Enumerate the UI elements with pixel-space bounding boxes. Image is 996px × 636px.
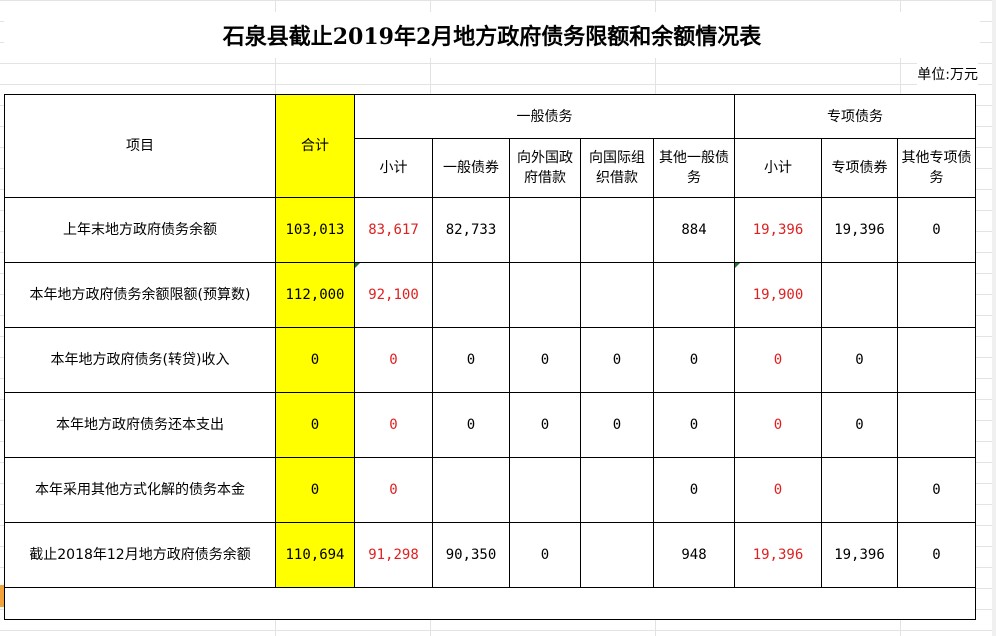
- cell-general-subtotal[interactable]: 83,617: [354, 197, 433, 263]
- cell-intl-org[interactable]: 0: [580, 327, 654, 393]
- cell-intl-org[interactable]: [580, 262, 654, 328]
- cell-intl-org[interactable]: 0: [580, 392, 654, 458]
- cell-total[interactable]: 103,013: [275, 197, 355, 263]
- cell-general-bonds[interactable]: [432, 262, 510, 328]
- empty-footer-cell[interactable]: [4, 587, 976, 620]
- cell-total[interactable]: 0: [275, 457, 355, 523]
- cell-total[interactable]: 112,000: [275, 262, 355, 328]
- cell-other-general[interactable]: 0: [653, 327, 735, 393]
- table-footer-row: [4, 587, 976, 620]
- cell-total[interactable]: 0: [275, 327, 355, 393]
- cell-general-subtotal[interactable]: 0: [354, 327, 433, 393]
- header-intl-org-loans[interactable]: 向国际组织借款: [580, 138, 654, 198]
- table-row: 本年地方政府债务余额限额(预算数) 112,000 92,100 19,900: [4, 262, 976, 328]
- cell-foreign-gov[interactable]: [509, 197, 581, 263]
- debt-table: 项目 合计 一般债务 专项债务 小计 一般债券 向外国政府借款 向国际组织借款 …: [4, 94, 976, 620]
- header-special-subtotal[interactable]: 小计: [734, 138, 822, 198]
- table-row: 上年末地方政府债务余额 103,013 83,617 82,733 884 19…: [4, 197, 976, 263]
- header-foreign-gov-loans[interactable]: 向外国政府借款: [509, 138, 581, 198]
- cell-other-general[interactable]: 948: [653, 522, 735, 588]
- cell-other-special[interactable]: [897, 262, 976, 328]
- cell-special-subtotal[interactable]: 0: [734, 327, 822, 393]
- header-general-bonds[interactable]: 一般债券: [432, 138, 510, 198]
- header-total[interactable]: 合计: [275, 94, 355, 198]
- cell-special-subtotal[interactable]: 19,396: [734, 522, 822, 588]
- cell-special-bonds[interactable]: 0: [821, 392, 898, 458]
- cell-foreign-gov[interactable]: 0: [509, 392, 581, 458]
- cell-intl-org[interactable]: [580, 197, 654, 263]
- row-label[interactable]: 本年地方政府债务还本支出: [4, 392, 276, 458]
- cell-general-bonds[interactable]: 90,350: [432, 522, 510, 588]
- cell-foreign-gov[interactable]: 0: [509, 522, 581, 588]
- cell-special-subtotal[interactable]: 19,900: [734, 262, 822, 328]
- cell-foreign-gov[interactable]: [509, 457, 581, 523]
- cell-total[interactable]: 0: [275, 392, 355, 458]
- cell-other-special[interactable]: 0: [897, 197, 976, 263]
- cell-special-subtotal[interactable]: 0: [734, 457, 822, 523]
- header-special-debt[interactable]: 专项债务: [734, 94, 976, 139]
- cell-foreign-gov[interactable]: 0: [509, 327, 581, 393]
- vertical-scrollbar[interactable]: [992, 0, 996, 636]
- cell-special-bonds[interactable]: [821, 262, 898, 328]
- cell-special-bonds[interactable]: [821, 457, 898, 523]
- row-label[interactable]: 本年地方政府债务余额限额(预算数): [4, 262, 276, 328]
- header-special-bonds[interactable]: 专项债券: [821, 138, 898, 198]
- cell-other-special[interactable]: [897, 327, 976, 393]
- cell-total[interactable]: 110,694: [275, 522, 355, 588]
- cell-general-bonds[interactable]: 0: [432, 327, 510, 393]
- row-label[interactable]: 上年末地方政府债务余额: [4, 197, 276, 263]
- cell-special-subtotal[interactable]: 0: [734, 392, 822, 458]
- cell-foreign-gov[interactable]: [509, 262, 581, 328]
- table-row: 截止2018年12月地方政府债务余额 110,694 91,298 90,350…: [4, 522, 976, 588]
- cell-general-bonds[interactable]: [432, 457, 510, 523]
- header-general-debt[interactable]: 一般债务: [354, 94, 735, 139]
- cell-special-bonds[interactable]: 19,396: [821, 522, 898, 588]
- table-row: 本年采用其他方式化解的债务本金 0 0 0 0 0: [4, 457, 976, 523]
- cell-general-subtotal[interactable]: 91,298: [354, 522, 433, 588]
- header-other-special[interactable]: 其他专项债务: [897, 138, 976, 198]
- cell-general-bonds[interactable]: 82,733: [432, 197, 510, 263]
- row-label[interactable]: 截止2018年12月地方政府债务余额: [4, 522, 276, 588]
- cell-other-general[interactable]: 884: [653, 197, 735, 263]
- cell-other-special[interactable]: [897, 392, 976, 458]
- header-other-general[interactable]: 其他一般债务: [653, 138, 735, 198]
- cell-other-general[interactable]: 0: [653, 457, 735, 523]
- cell-intl-org[interactable]: [580, 522, 654, 588]
- row-selection-marker: [0, 585, 4, 607]
- table-row: 本年地方政府债务还本支出 0 0 0 0 0 0 0 0: [4, 392, 976, 458]
- unit-label: 单位:万元: [917, 62, 978, 86]
- cell-general-subtotal[interactable]: 0: [354, 457, 433, 523]
- cell-general-subtotal[interactable]: 92,100: [354, 262, 433, 328]
- cell-general-bonds[interactable]: 0: [432, 392, 510, 458]
- cell-intl-org[interactable]: [580, 457, 654, 523]
- cell-other-special[interactable]: 0: [897, 522, 976, 588]
- row-label[interactable]: 本年地方政府债务(转贷)收入: [4, 327, 276, 393]
- cell-special-subtotal[interactable]: 19,396: [734, 197, 822, 263]
- cell-general-subtotal[interactable]: 0: [354, 392, 433, 458]
- table-row: 本年地方政府债务(转贷)收入 0 0 0 0 0 0 0 0: [4, 327, 976, 393]
- cell-other-general[interactable]: 0: [653, 392, 735, 458]
- report-title: 石泉县截止2019年2月地方政府债务限额和余额情况表: [4, 12, 980, 58]
- cell-other-special[interactable]: 0: [897, 457, 976, 523]
- row-label[interactable]: 本年采用其他方式化解的债务本金: [4, 457, 276, 523]
- cell-other-general[interactable]: [653, 262, 735, 328]
- cell-special-bonds[interactable]: 0: [821, 327, 898, 393]
- header-item[interactable]: 项目: [4, 94, 276, 198]
- header-general-subtotal[interactable]: 小计: [354, 138, 433, 198]
- cell-special-bonds[interactable]: 19,396: [821, 197, 898, 263]
